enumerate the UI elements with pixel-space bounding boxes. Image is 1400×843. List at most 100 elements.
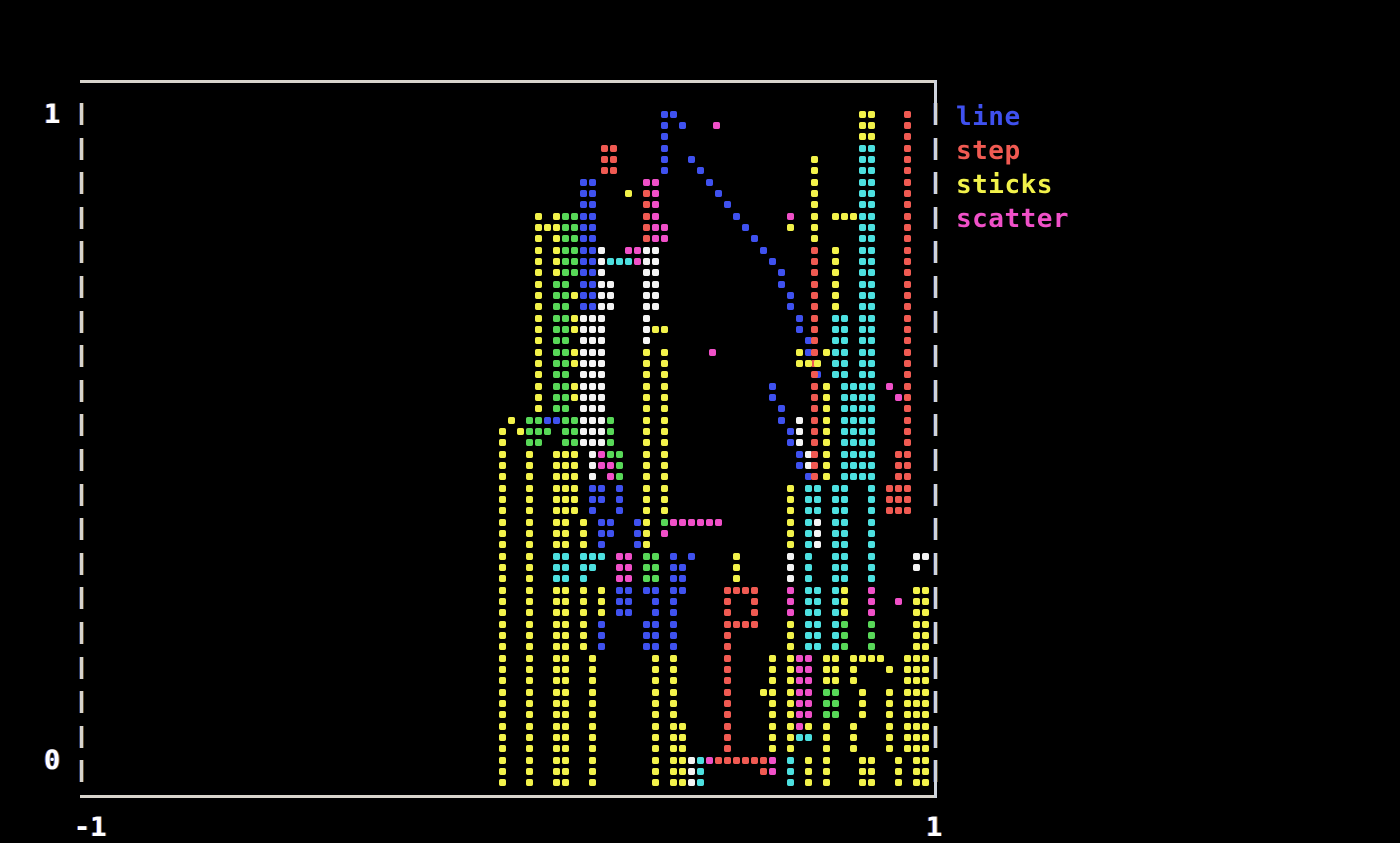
braille-dot <box>850 655 857 662</box>
braille-dot <box>598 292 605 299</box>
braille-dot <box>616 462 623 469</box>
braille-dot <box>805 564 812 571</box>
braille-dot <box>904 179 911 186</box>
braille-dot <box>553 383 560 390</box>
braille-dot <box>805 507 812 514</box>
braille-dot <box>859 473 866 480</box>
braille-dot <box>562 564 569 571</box>
braille-dot <box>580 326 587 333</box>
braille-dot <box>724 201 731 208</box>
braille-dot <box>904 462 911 469</box>
braille-dot <box>811 337 818 344</box>
braille-dot <box>841 315 848 322</box>
braille-dot <box>598 496 605 503</box>
braille-dot <box>811 213 818 220</box>
braille-dot <box>634 258 641 265</box>
braille-dot <box>589 473 596 480</box>
braille-dot <box>868 303 875 310</box>
braille-dot <box>904 677 911 684</box>
braille-dot <box>670 111 677 118</box>
braille-dot <box>625 564 632 571</box>
braille-dot <box>616 258 623 265</box>
braille-dot <box>715 519 722 526</box>
braille-dot <box>913 598 920 605</box>
braille-dot <box>652 621 659 628</box>
braille-dot <box>562 553 569 560</box>
braille-dot <box>589 723 596 730</box>
braille-dot <box>841 439 848 446</box>
braille-dot <box>526 723 533 730</box>
braille-dot <box>526 575 533 582</box>
braille-dot <box>499 462 506 469</box>
braille-dot <box>724 598 731 605</box>
braille-dot <box>850 677 857 684</box>
braille-dot <box>688 156 695 163</box>
braille-dot <box>904 122 911 129</box>
braille-dot <box>607 281 614 288</box>
braille-dot <box>904 473 911 480</box>
braille-dot <box>499 530 506 537</box>
braille-dot <box>895 462 902 469</box>
braille-dot <box>643 315 650 322</box>
legend-item-scatter[interactable]: scatter <box>956 202 1069 236</box>
braille-dot <box>562 609 569 616</box>
braille-dot <box>601 145 608 152</box>
y-axis-tick <box>934 760 937 783</box>
braille-dot <box>811 190 818 197</box>
braille-dot <box>508 417 515 424</box>
braille-dot <box>832 609 839 616</box>
braille-dot <box>526 689 533 696</box>
braille-dot <box>589 258 596 265</box>
braille-dot <box>814 530 821 537</box>
braille-dot <box>553 213 560 220</box>
braille-dot <box>553 666 560 673</box>
braille-dot <box>769 689 776 696</box>
legend-item-sticks[interactable]: sticks <box>956 168 1069 202</box>
braille-dot <box>598 303 605 310</box>
braille-dot <box>787 564 794 571</box>
braille-dot <box>598 269 605 276</box>
legend-item-step[interactable]: step <box>956 134 1069 168</box>
braille-dot <box>535 349 542 356</box>
braille-dot <box>571 507 578 514</box>
braille-dot <box>811 156 818 163</box>
braille-dot <box>811 439 818 446</box>
braille-dot <box>769 745 776 752</box>
braille-dot <box>553 247 560 254</box>
braille-dot <box>499 507 506 514</box>
braille-dot <box>652 190 659 197</box>
braille-dot <box>796 677 803 684</box>
braille-dot <box>841 553 848 560</box>
legend-item-line[interactable]: line <box>956 100 1069 134</box>
braille-dot <box>544 224 551 231</box>
braille-dot <box>661 326 668 333</box>
braille-dot <box>661 405 668 412</box>
braille-dot <box>553 496 560 503</box>
braille-dot <box>535 360 542 367</box>
braille-dot <box>823 349 830 356</box>
braille-dot <box>499 541 506 548</box>
braille-dot <box>571 349 578 356</box>
braille-dot <box>670 598 677 605</box>
braille-dot <box>823 439 830 446</box>
braille-dot <box>526 745 533 752</box>
braille-dot <box>913 609 920 616</box>
braille-dot <box>796 711 803 718</box>
braille-dot <box>742 224 749 231</box>
braille-dot <box>679 768 686 775</box>
braille-dot <box>526 553 533 560</box>
braille-dot <box>553 292 560 299</box>
braille-dot <box>580 643 587 650</box>
braille-dot <box>553 553 560 560</box>
braille-dot <box>616 587 623 594</box>
braille-dot <box>841 541 848 548</box>
braille-dot <box>841 530 848 537</box>
braille-dot <box>787 587 794 594</box>
braille-dot <box>904 145 911 152</box>
braille-dot <box>553 745 560 752</box>
braille-dot <box>859 462 866 469</box>
braille-dot <box>769 768 776 775</box>
braille-dot <box>652 213 659 220</box>
braille-dot <box>598 247 605 254</box>
braille-dot <box>811 201 818 208</box>
